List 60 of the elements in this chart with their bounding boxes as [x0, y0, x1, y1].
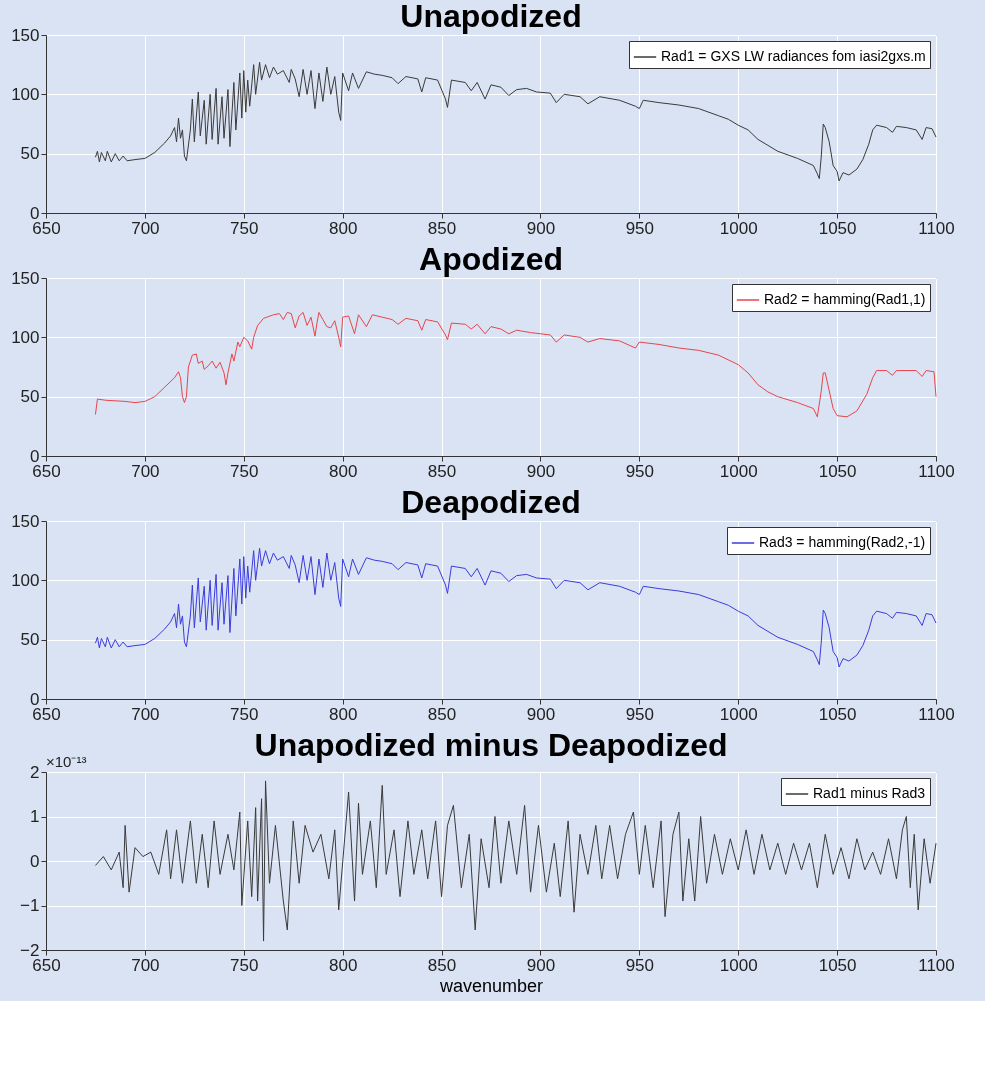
x-tick-label: 1100 — [918, 955, 955, 975]
y-tick-label: 0 — [30, 851, 40, 871]
x-tick-label: 950 — [625, 704, 655, 724]
x-tick-label: 1050 — [818, 461, 857, 481]
x-tick-label: 1000 — [719, 218, 758, 238]
x-tick-label: 700 — [131, 704, 160, 724]
x-tick-label: 1050 — [818, 218, 857, 238]
y-tick-label: 100 — [11, 327, 40, 347]
y-tick-label: 50 — [20, 630, 40, 650]
x-tick-label: 700 — [131, 461, 160, 481]
x-axis-title: wavenumber — [438, 975, 544, 996]
x-tick-label: 900 — [526, 461, 556, 481]
x-tick-label: 800 — [328, 218, 358, 238]
y-tick-label: 2 — [30, 762, 40, 782]
x-tick-label: 850 — [427, 218, 457, 238]
x-tick-label: 1000 — [719, 704, 758, 724]
y-tick-label: 150 — [11, 511, 40, 531]
legend-label: Rad2 = hamming(Rad1,1) — [764, 291, 926, 307]
x-tick-label: 850 — [427, 955, 457, 975]
line-series — [94, 311, 937, 418]
x-tick-label: 950 — [625, 955, 655, 975]
legend-label: Rad1 = GXS LW radiances fom iasi2gxs.m — [661, 48, 926, 64]
x-tick-label: 900 — [526, 955, 556, 975]
y-tick-label: 150 — [11, 268, 40, 288]
x-tick-label: 950 — [625, 461, 655, 481]
x-tick-label: 700 — [131, 955, 160, 975]
y-tick-label: 50 — [20, 387, 40, 407]
chart-title: Unapodized — [400, 0, 582, 34]
x-tick-label: 950 — [625, 218, 655, 238]
y-tick-label: 1 — [30, 807, 40, 826]
x-tick-label: 750 — [230, 461, 259, 481]
y-tick-label: 100 — [11, 570, 40, 590]
x-tick-label: 850 — [427, 704, 457, 724]
x-tick-label: 800 — [328, 461, 358, 481]
text: ×10⁻¹³ — [46, 753, 87, 770]
x-tick-label: 1000 — [719, 955, 758, 975]
x-tick-label: 800 — [328, 704, 358, 724]
x-tick-label: 1050 — [818, 704, 857, 724]
x-tick-label: 750 — [230, 218, 259, 238]
legend-label: Rad3 = hamming(Rad2,-1) — [759, 534, 926, 550]
x-tick-label: 1100 — [918, 704, 955, 724]
x-tick-label: 900 — [526, 704, 556, 724]
y-tick-label: 100 — [11, 84, 40, 104]
x-tick-label: 1000 — [719, 461, 758, 481]
x-tick-label: 750 — [230, 955, 259, 975]
x-tick-label: 850 — [427, 461, 457, 481]
y-tick-label: −1 — [20, 896, 40, 915]
chart-title: Deapodized — [401, 484, 581, 520]
x-tick-label: 700 — [131, 218, 160, 238]
legend-label: Rad1 minus Rad3 — [813, 785, 926, 801]
y-tick-label: 150 — [11, 25, 40, 45]
y-tick-label: 50 — [20, 144, 40, 164]
x-tick-label: 1100 — [918, 461, 955, 481]
x-tick-label: 1100 — [918, 218, 955, 238]
chart-title: Unapodized minus Deapodized — [254, 727, 728, 763]
x-tick-label: 800 — [328, 955, 358, 975]
x-tick-label: 1050 — [818, 955, 857, 975]
x-tick-label: 750 — [230, 704, 259, 724]
chart-title: Apodized — [419, 241, 563, 277]
x-tick-label: 900 — [526, 218, 556, 238]
